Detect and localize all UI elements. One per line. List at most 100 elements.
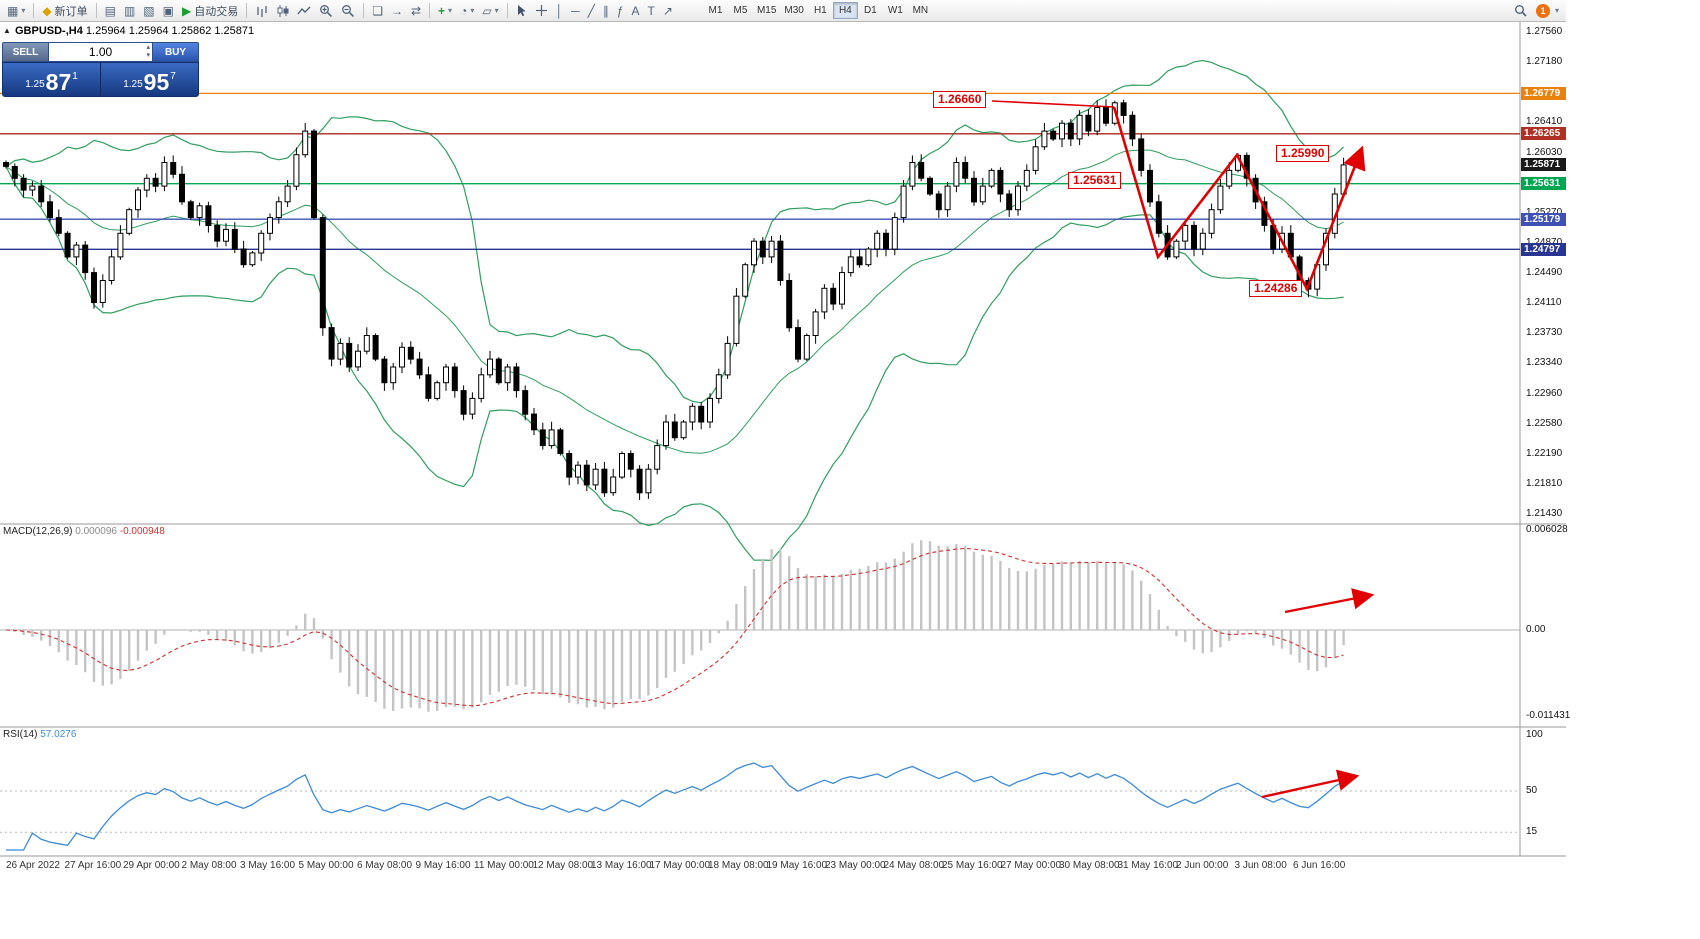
timeframe-m5-button[interactable]: M5	[728, 2, 753, 19]
horizontal-line-icon: ─	[571, 3, 580, 18]
chevron-down-icon: ▾	[448, 6, 453, 15]
auto-scroll-button[interactable]: →	[387, 2, 407, 20]
sell-price-pipette: 1	[72, 71, 78, 82]
zoom-in-button[interactable]	[315, 2, 337, 20]
annotation-price-label[interactable]: 1.25990	[1276, 145, 1330, 162]
toolbar-separator	[95, 3, 97, 18]
navigator-icon: ▧	[143, 3, 155, 18]
timeframe-m15-button[interactable]: M15	[753, 2, 780, 19]
tile-windows-button[interactable]: ❏	[368, 2, 387, 20]
timeframe-w1-button[interactable]: W1	[883, 2, 908, 19]
new-chart-icon: ▦	[7, 3, 19, 18]
timeframe-m1-button[interactable]: M1	[703, 2, 728, 19]
search-icon	[1514, 5, 1527, 17]
line-chart-button[interactable]	[293, 2, 315, 20]
new-chart-button[interactable]: ▦ ▾	[3, 2, 29, 20]
chart-shift-button[interactable]: ⇄	[407, 2, 425, 20]
auto-trading-button[interactable]: ▶ 自动交易	[178, 2, 242, 20]
macd-name: MACD(12,26,9)	[3, 526, 73, 537]
crosshair-icon	[535, 5, 547, 16]
annotation-price-label[interactable]: 1.25631	[1068, 172, 1122, 189]
terminal-button[interactable]: ▣	[159, 2, 178, 20]
zoom-in-icon	[320, 5, 333, 17]
toolbar-separator	[363, 3, 365, 18]
templates-button[interactable]: ▱ ▾	[478, 2, 502, 20]
sell-price-button[interactable]: 1.25 87 1	[3, 63, 100, 96]
indicators-button[interactable]: + ▾	[434, 2, 456, 20]
lot-size-input[interactable]: 1.00 ▴ ▾	[49, 42, 152, 62]
buy-button[interactable]: BUY	[152, 42, 199, 62]
chart-canvas[interactable]	[0, 22, 1566, 879]
data-window-icon: ▥	[123, 3, 136, 18]
rsi-trend-arrow	[1261, 769, 1360, 799]
auto-trading-icon: ▶	[181, 3, 192, 18]
line-chart-icon	[297, 6, 311, 14]
timeframe-mn-button[interactable]: MN	[908, 2, 933, 19]
trend-zigzag-arrow	[1112, 106, 1366, 293]
chevron-down-icon: ▾	[470, 6, 475, 15]
lot-size-value: 1.00	[88, 45, 113, 59]
main-toolbar: ▦ ▾ ◆ 新订单 ▤ ▥ ▧ ▣ ▶ 自动交易	[0, 0, 1566, 22]
buy-price-head: 1.25	[123, 79, 143, 90]
timeframe-h1-button[interactable]: H1	[808, 2, 833, 19]
one-click-collapse-icon[interactable]: ▲	[3, 26, 11, 35]
toolbar-separator	[33, 3, 35, 18]
rsi-name: RSI(14)	[3, 729, 38, 740]
bollinger-bands	[5, 59, 1345, 562]
trendline-icon: ╱	[587, 3, 595, 18]
mt4-window: ▦ ▾ ◆ 新订单 ▤ ▥ ▧ ▣ ▶ 自动交易	[0, 0, 1570, 939]
timeframe-h4-button[interactable]: H4	[832, 2, 858, 19]
sell-button[interactable]: SELL	[2, 42, 49, 62]
macd-main-value: 0.000096	[75, 526, 117, 537]
vertical-line-tool-button[interactable]: │	[552, 2, 568, 20]
chevron-down-icon: ▾	[494, 6, 499, 15]
annotation-price-label[interactable]: 1.26660	[933, 91, 987, 108]
candlestick-chart-icon	[277, 4, 289, 17]
symbol-title: GBPUSD-,H4 1.25964 1.25964 1.25862 1.258…	[15, 25, 254, 37]
horizontal-line-tool-button[interactable]: ─	[567, 2, 584, 20]
timeframe-d1-button[interactable]: D1	[858, 2, 883, 19]
buy-price-button[interactable]: 1.25 95 7	[101, 63, 198, 96]
tile-windows-icon: ❏	[372, 3, 383, 18]
vertical-line-icon: │	[555, 3, 564, 18]
cursor-icon	[517, 5, 526, 17]
annotation-price-label[interactable]: 1.24286	[1249, 280, 1303, 297]
buy-price-big: 95	[143, 69, 170, 95]
notification-badge[interactable]: 1	[1535, 3, 1550, 18]
crosshair-tool-button[interactable]	[531, 2, 552, 20]
arrows-tool-button[interactable]: ↗	[659, 2, 677, 20]
channel-tool-button[interactable]: ∥	[599, 2, 613, 20]
trend-annotations[interactable]	[991, 100, 1375, 799]
lot-increase-button[interactable]: ▴	[146, 44, 150, 51]
label-connector-line	[991, 100, 1115, 108]
label-tool-button[interactable]: T	[644, 2, 659, 20]
navigator-button[interactable]: ▧	[139, 2, 158, 20]
rsi-indicator-label: RSI(14) 57.0276	[3, 729, 76, 740]
horizontal-lines[interactable]	[0, 92, 1520, 250]
search-button[interactable]	[1510, 2, 1531, 20]
bar-chart-button[interactable]	[251, 2, 272, 20]
periods-button[interactable]: ◔ ▾	[456, 2, 478, 20]
timeframe-m30-button[interactable]: M30	[780, 2, 807, 19]
market-watch-button[interactable]: ▤	[101, 2, 120, 20]
cursor-tool-button[interactable]	[512, 2, 531, 20]
data-window-button[interactable]: ▥	[120, 2, 139, 20]
chevron-down-icon: ▾	[1554, 6, 1559, 15]
macd-trend-arrow	[1284, 588, 1375, 614]
candlestick-chart-button[interactable]	[272, 2, 293, 20]
zoom-out-button[interactable]	[337, 2, 359, 20]
trendline-tool-button[interactable]: ╱	[584, 2, 599, 20]
zoom-out-icon	[342, 5, 355, 17]
periods-clock-icon: ◔	[460, 3, 468, 18]
text-tool-button[interactable]: A	[628, 2, 644, 20]
new-order-button[interactable]: ◆ 新订单	[38, 2, 91, 20]
new-order-label: 新订单	[54, 5, 88, 18]
buy-price-pipette: 7	[170, 71, 176, 82]
toolbar-separator	[246, 3, 248, 18]
channel-icon: ∥	[602, 3, 609, 18]
sell-price-big: 87	[45, 69, 72, 95]
fibonacci-tool-button[interactable]: ƒ	[613, 2, 628, 20]
macd-signal-value: -0.000948	[119, 526, 165, 537]
lot-decrease-button[interactable]: ▾	[146, 52, 150, 59]
terminal-icon: ▣	[162, 3, 174, 18]
